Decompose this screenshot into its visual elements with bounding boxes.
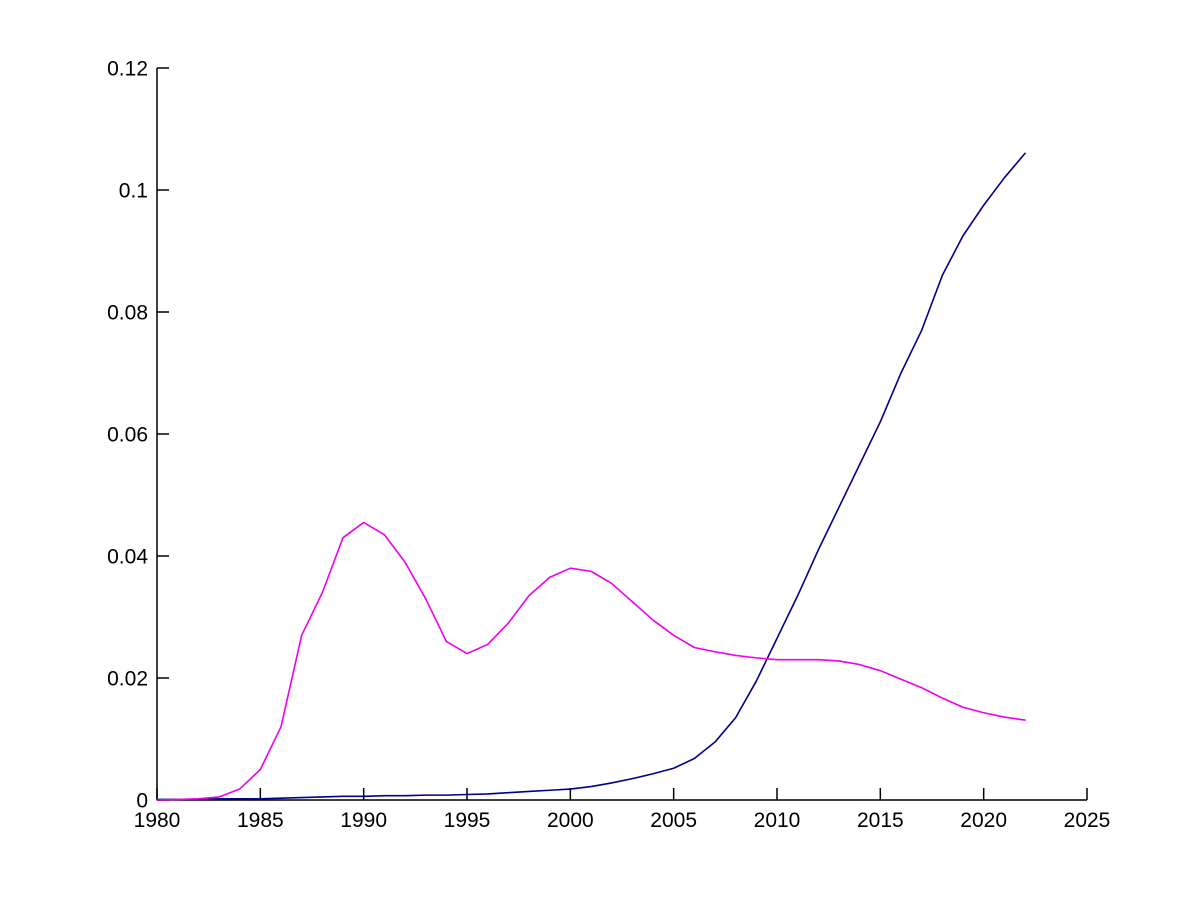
y-tick-label: 0.1 (119, 179, 148, 202)
x-tick-label: 2000 (547, 809, 594, 832)
y-tick-label: 0.12 (107, 57, 148, 80)
tick-labels: 1980 1985 1990 1995 2000 2005 2010 2015 2020 2025… (107, 57, 1110, 832)
x-tick-label: 2005 (650, 809, 697, 832)
x-tick-label: 2020 (960, 809, 1007, 832)
x-tick-label: 1995 (444, 809, 491, 832)
magenta-line (156, 521, 1026, 801)
y-tick-label: 0.02 (107, 667, 148, 690)
x-tick-label: 1990 (340, 809, 387, 832)
y-tick-label: 0.04 (107, 545, 148, 568)
x-tick-label: 2025 (1064, 809, 1111, 832)
x-tick-label: 2015 (857, 809, 904, 832)
x-tick-label: 1980 (134, 809, 181, 832)
data-series (156, 152, 1026, 801)
y-tick-label: 0.06 (107, 423, 148, 446)
x-tick-label: 2010 (754, 809, 801, 832)
y-tick-label: 0.08 (107, 301, 148, 324)
x-tick-label: 1985 (237, 809, 284, 832)
axes (156, 67, 1088, 801)
y-tick-label: 0 (136, 789, 148, 812)
blue-line (156, 152, 1026, 801)
